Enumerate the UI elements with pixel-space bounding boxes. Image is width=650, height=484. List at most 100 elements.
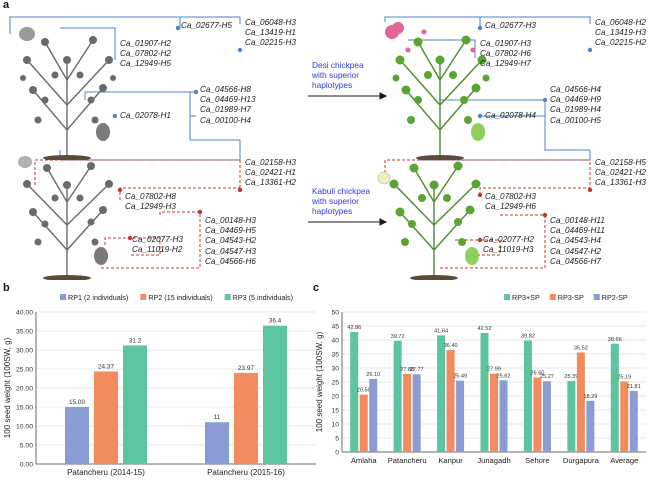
haplotype-label: Ca_04566-H6 <box>205 256 256 266</box>
label-line: haplotypes <box>312 206 353 216</box>
y-tick-label: 10.00 <box>16 424 33 431</box>
panel-a-connectors <box>9 16 593 269</box>
bar <box>610 343 619 452</box>
legend-label: RP2-SP <box>602 293 628 302</box>
bar <box>263 325 287 464</box>
haplotype-label: Ca_01989-H7 <box>200 105 251 115</box>
category-label: Average <box>610 456 638 465</box>
haplotype-label: Ca_06048-H2 <box>595 18 646 27</box>
data-label: 26.10 <box>366 372 380 378</box>
bar <box>205 422 229 464</box>
data-label: 41.64 <box>434 328 448 334</box>
haplotype-label: Ca_01907-H2 <box>120 39 171 48</box>
legend-swatch <box>504 294 510 300</box>
haplotype-label: Ca_07802-H3 <box>485 192 536 201</box>
chart-b: 0.00 5.00 10.00 15.00 20.00 25.00 30.00 35.00 40… <box>3 293 316 477</box>
kabuli-right-low-group: Ca_00148-H11 Ca_04469-H11 Ca_04543-H4 Ca… <box>550 216 605 267</box>
bar <box>567 380 576 452</box>
label-line: haplotypes <box>312 80 353 90</box>
legend-label: RP2 (15 individuals) <box>148 293 212 302</box>
haplotype-label: Ca_00148-H3 <box>205 216 256 225</box>
data-label: 31.2 <box>129 337 142 344</box>
bar <box>350 331 359 452</box>
y-tick-label: 20 <box>331 394 339 401</box>
y-axis-label: 100 seed weight (100SW, g) <box>3 337 12 438</box>
haplotype-label: Ca_11019-H3 <box>483 245 534 255</box>
category-label: Sehore <box>525 456 550 465</box>
bar <box>480 332 489 452</box>
data-label: 42.86 <box>347 325 361 331</box>
data-label: 25.27 <box>540 374 554 380</box>
data-label: 21.81 <box>627 384 641 390</box>
panel-label-a: a <box>3 0 10 11</box>
data-label: 25.62 <box>497 373 511 379</box>
haplotype-label: Ca_02215-H2 <box>595 38 646 48</box>
data-label: 39.72 <box>391 334 405 340</box>
haplotype-label: Ca_04469-H11 <box>550 226 605 236</box>
panel-label-b: b <box>3 282 10 294</box>
bar <box>369 378 378 452</box>
bar <box>576 352 585 452</box>
haplotype-label: Ca_04547-H2 <box>550 246 601 256</box>
bar <box>499 380 508 452</box>
kabuli-right-mid-group: Ca_07802-H3 Ca_12949-H6 <box>485 192 536 212</box>
category-label: Kanpur <box>438 456 463 465</box>
bar <box>586 400 595 452</box>
desi-improved-plant <box>385 22 490 160</box>
y-tick-label: 35 <box>331 352 339 359</box>
haplotype-label: Ca_07802-H6 <box>480 49 531 59</box>
haplotype-label: Ca_12949-H7 <box>480 59 531 69</box>
data-label: 36.40 <box>444 343 458 349</box>
bar <box>542 381 551 452</box>
data-label: 20.50 <box>357 388 371 394</box>
desi-right-low-group: Ca_04566-H4 Ca_04469-H9 Ca_01989-H4 Ca_0… <box>550 85 601 126</box>
label-line: with superior <box>312 70 360 80</box>
chart-c: 0 5 10 15 20 25 30 35 40 45 50 100 seed weight (100… <box>316 293 646 465</box>
desi-improvement-label: Desi chickpea with superior haplotypes <box>312 60 364 90</box>
bar <box>412 374 421 452</box>
data-label: 25.49 <box>453 374 467 380</box>
desi-right-top-group: Ca_06048-H2 Ca_13419-H3 Ca_02215-H2 <box>595 18 646 49</box>
y-tick-label: 25 <box>331 380 339 387</box>
bar <box>437 335 446 452</box>
data-label: 39.82 <box>521 334 535 340</box>
y-tick-label: 45 <box>331 324 339 331</box>
haplotype-label: Ca_04469-H9 <box>550 95 601 105</box>
bar <box>94 371 118 464</box>
data-label: 26.60 <box>530 371 544 377</box>
data-label: 23.97 <box>238 365 254 372</box>
haplotype-label: Ca_02077-H2 <box>483 235 534 244</box>
haplotype-label: Ca_02077-H3 <box>132 235 183 244</box>
haplotype-label: Ca_13419-H3 <box>595 28 646 38</box>
data-label: 35.52 <box>574 346 588 352</box>
haplotype-label: Ca_02421-H1 <box>245 168 296 178</box>
desi-left-top-group: Ca_06048-H3 Ca_13419-H1 Ca_02215-H3 <box>245 18 296 49</box>
haplotype-label: Ca_12949-H5 <box>120 59 171 69</box>
bar <box>456 380 465 452</box>
data-label: 24.37 <box>98 363 114 370</box>
category-label: Patancheru (2014-15) <box>67 468 145 477</box>
bar <box>65 407 89 464</box>
haplotype-label: Ca_04543-H4 <box>550 236 601 246</box>
label-line: with superior <box>312 196 360 206</box>
bar <box>123 345 147 464</box>
bar <box>620 381 629 452</box>
data-label: 25.19 <box>617 374 631 380</box>
haplotype-label: Ca_04566-H7 <box>550 256 601 266</box>
legend-swatch <box>140 294 147 300</box>
haplotype-label: Ca_04566-H4 <box>550 85 601 94</box>
data-label: 38.66 <box>608 337 622 343</box>
haplotype-label: Ca_07802-H8 <box>125 192 176 201</box>
data-label: 11 <box>214 414 221 421</box>
legend-swatch <box>60 294 66 300</box>
data-label: 15.00 <box>69 399 85 406</box>
data-label: 25.39 <box>564 374 578 380</box>
bar <box>629 390 638 452</box>
haplotype-label: Ca_00100-H5 <box>550 115 601 125</box>
desi-right-low-single: Ca_02078-H4 <box>485 111 536 120</box>
haplotype-label: Ca_01907-H3 <box>480 39 531 48</box>
desi-left-mid-group: Ca_01907-H2 Ca_07802-H2 Ca_12949-H5 <box>120 39 171 70</box>
bar <box>446 350 455 452</box>
desi-left-low-single: Ca_02078-H1 <box>120 111 171 120</box>
y-tick-label: 50 <box>331 310 339 317</box>
